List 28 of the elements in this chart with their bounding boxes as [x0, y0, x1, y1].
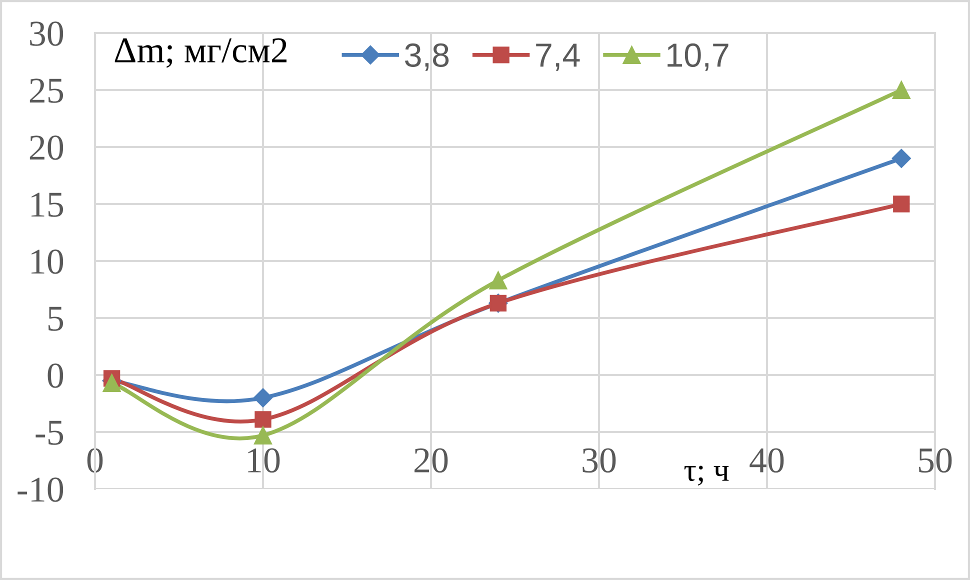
y-axis-title: Δm; мг/см2	[114, 38, 286, 68]
legend-label: 10,7	[668, 43, 728, 71]
y-tick-label: 10	[32, 250, 64, 274]
x-tick-label: 50	[919, 448, 952, 473]
point	[253, 388, 273, 408]
point	[102, 374, 121, 392]
y-tick-label: 5	[48, 306, 64, 331]
point	[892, 148, 911, 168]
y-tick-label: 0	[48, 364, 64, 388]
legend-label: 7,4	[536, 44, 580, 71]
y-tick-label: -5	[36, 420, 64, 445]
y-tick-label: -10	[18, 478, 64, 502]
y-tick-label: 20	[30, 136, 64, 160]
x-tick-label: 10	[248, 448, 280, 473]
x-tick-label: 30	[582, 448, 616, 473]
x-axis-title: τ; ч	[684, 466, 729, 486]
point	[489, 271, 508, 290]
point	[892, 80, 910, 100]
y-tick-label: 15	[32, 192, 64, 217]
legend-label: 3,8	[405, 43, 449, 71]
point	[254, 411, 272, 428]
y-tick-label: 25	[30, 78, 64, 103]
x-tick-label: 40	[750, 448, 784, 473]
point	[893, 196, 910, 212]
y-tick-label: 30	[30, 22, 64, 46]
x-tick-label: 20	[414, 448, 448, 473]
point	[254, 426, 272, 444]
x-tick-label: 0	[87, 448, 103, 473]
